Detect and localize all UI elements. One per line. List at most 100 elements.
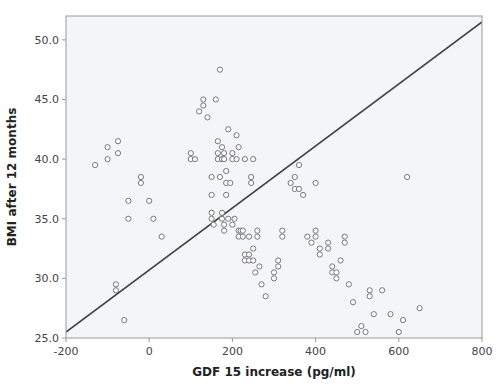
scatter-point — [263, 294, 268, 299]
scatter-point — [122, 318, 127, 323]
scatter-point — [209, 216, 214, 221]
scatter-point — [209, 210, 214, 215]
scatter-point — [292, 174, 297, 179]
scatter-point — [236, 145, 241, 150]
scatter-point — [226, 216, 231, 221]
y-tick — [62, 338, 66, 339]
scatter-point — [221, 151, 226, 156]
regression-line — [66, 22, 482, 332]
scatter-point — [230, 151, 235, 156]
scatter-point — [388, 312, 393, 317]
scatter-point — [359, 323, 364, 328]
scatter-point — [325, 240, 330, 245]
scatter-point — [251, 246, 256, 251]
scatter-point — [113, 288, 118, 293]
scatter-point — [288, 180, 293, 185]
scatter-point — [259, 282, 264, 287]
scatter-point — [209, 174, 214, 179]
scatter-point — [113, 282, 118, 287]
scatter-point — [138, 180, 143, 185]
y-axis-label: BMI after 12 months — [5, 108, 19, 247]
x-tick-label: 400 — [305, 345, 326, 358]
scatter-point — [151, 216, 156, 221]
y-tick — [62, 278, 66, 279]
scatter-point — [380, 288, 385, 293]
scatter-point — [211, 222, 216, 227]
scatter-point — [367, 294, 372, 299]
y-tick-label: 30.0 — [35, 272, 60, 285]
y-tick — [62, 39, 66, 40]
scatter-point — [159, 234, 164, 239]
scatter-point — [221, 228, 226, 233]
scatter-point — [342, 240, 347, 245]
scatter-point — [276, 258, 281, 263]
scatter-point — [417, 306, 422, 311]
scatter-point — [249, 180, 254, 185]
x-axis-label: GDF 15 increase (pg/ml) — [192, 365, 356, 379]
x-tick-label: -200 — [54, 345, 79, 358]
scatter-point — [246, 252, 251, 257]
scatter-point — [301, 192, 306, 197]
y-tick — [62, 159, 66, 160]
scatter-point — [209, 192, 214, 197]
scatter-point — [313, 228, 318, 233]
scatter-point — [330, 264, 335, 269]
scatter-point — [115, 151, 120, 156]
scatter-point — [363, 329, 368, 334]
x-tick — [398, 338, 399, 342]
scatter-point — [221, 222, 226, 227]
x-tick-label: 200 — [222, 345, 243, 358]
scatter-point — [126, 198, 131, 203]
y-tick-label: 45.0 — [35, 93, 60, 106]
data-layer — [66, 22, 482, 335]
scatter-point — [219, 145, 224, 150]
scatter-point — [255, 228, 260, 233]
scatter-point — [126, 216, 131, 221]
scatter-point — [228, 180, 233, 185]
scatter-point — [296, 162, 301, 167]
scatter-point — [224, 168, 229, 173]
scatter-point — [371, 312, 376, 317]
scatter-point — [230, 222, 235, 227]
scatter-point — [400, 318, 405, 323]
scatter-point — [355, 329, 360, 334]
scatter-point — [251, 157, 256, 162]
y-tick-label: 35.0 — [35, 213, 60, 226]
scatter-point — [396, 329, 401, 334]
x-tick — [66, 338, 67, 342]
scatter-point — [215, 151, 220, 156]
scatter-point — [219, 216, 224, 221]
chart: -200020040060080025.030.035.040.045.050.… — [0, 0, 500, 388]
scatter-point — [317, 252, 322, 257]
plot-frame — [66, 16, 482, 338]
scatter-point — [271, 270, 276, 275]
scatter-point — [305, 234, 310, 239]
scatter-point — [253, 270, 258, 275]
scatter-point — [313, 234, 318, 239]
scatter-point — [405, 174, 410, 179]
x-tick-label: 600 — [388, 345, 409, 358]
scatter-point — [147, 198, 152, 203]
scatter-point — [246, 234, 251, 239]
scatter-point — [234, 133, 239, 138]
scatter-point — [205, 115, 210, 120]
scatter-point — [251, 258, 256, 263]
y-tick — [62, 99, 66, 100]
plot-area — [66, 16, 482, 338]
scatter-point — [255, 234, 260, 239]
scatter-point — [201, 103, 206, 108]
scatter-point — [296, 186, 301, 191]
scatter-point — [217, 174, 222, 179]
scatter-point — [242, 157, 247, 162]
scatter-point — [334, 270, 339, 275]
scatter-point — [188, 151, 193, 156]
y-tick-label: 40.0 — [35, 153, 60, 166]
scatter-point — [257, 264, 262, 269]
scatter-point — [219, 210, 224, 215]
scatter-point — [192, 157, 197, 162]
scatter-point — [367, 288, 372, 293]
scatter-point — [280, 234, 285, 239]
scatter-point — [317, 246, 322, 251]
scatter-point — [197, 109, 202, 114]
scatter-point — [338, 258, 343, 263]
